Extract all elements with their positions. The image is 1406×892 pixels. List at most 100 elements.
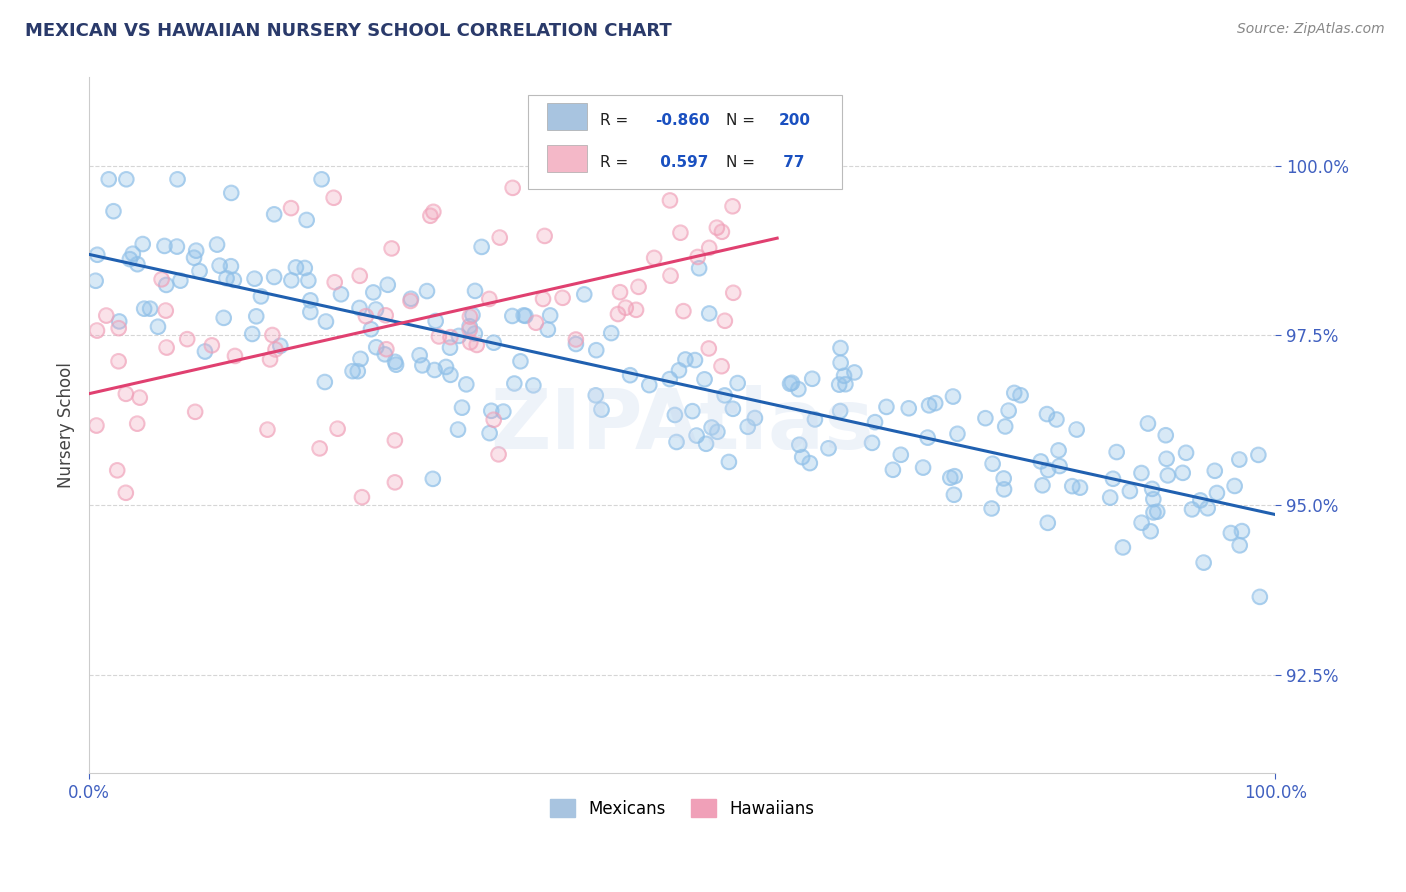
Point — [315, 314, 337, 328]
Point — [666, 153, 689, 168]
Point — [512, 309, 534, 323]
Point — [399, 293, 422, 308]
Point — [139, 301, 162, 316]
Point — [1227, 452, 1250, 467]
Point — [84, 274, 107, 288]
Point — [665, 435, 688, 450]
Point — [515, 309, 537, 323]
Point — [439, 341, 461, 355]
Point — [918, 398, 941, 412]
Point — [744, 411, 766, 425]
Point — [1130, 516, 1153, 530]
Point — [744, 411, 766, 425]
Point — [659, 268, 682, 283]
Point — [262, 328, 284, 343]
Point — [96, 309, 118, 323]
Point — [482, 335, 505, 350]
Point — [222, 273, 245, 287]
Point — [153, 239, 176, 253]
Point — [717, 455, 740, 469]
Point — [322, 191, 344, 205]
Point — [250, 289, 273, 303]
Point — [834, 377, 856, 392]
Point — [408, 348, 430, 362]
Point — [166, 172, 188, 186]
Point — [897, 401, 920, 416]
Point — [727, 376, 749, 390]
Point — [201, 338, 224, 352]
Point — [614, 301, 637, 315]
Point — [308, 442, 330, 456]
Point — [695, 437, 717, 451]
Point — [188, 264, 211, 278]
Point — [1229, 538, 1251, 552]
Point — [326, 422, 349, 436]
Point — [801, 372, 824, 386]
Point — [1031, 478, 1053, 492]
Point — [787, 382, 810, 396]
Point — [574, 287, 596, 301]
Point — [150, 272, 173, 286]
Point — [882, 463, 904, 477]
Point — [533, 228, 555, 243]
Point — [384, 434, 406, 448]
Point — [194, 344, 217, 359]
Point — [713, 388, 735, 402]
Point — [792, 450, 814, 464]
Point — [121, 246, 143, 260]
Point — [1036, 407, 1059, 421]
Point — [240, 326, 263, 341]
Point — [465, 338, 488, 352]
Point — [695, 437, 717, 451]
Point — [96, 309, 118, 323]
Point — [994, 419, 1017, 434]
Point — [1142, 506, 1164, 520]
Point — [1197, 501, 1219, 516]
Point — [263, 207, 285, 221]
Point — [458, 310, 481, 324]
Point — [492, 404, 515, 418]
Text: N =: N = — [725, 155, 755, 169]
Point — [509, 354, 531, 368]
Point — [482, 413, 505, 427]
Point — [422, 472, 444, 486]
Point — [458, 319, 481, 334]
Point — [1227, 452, 1250, 467]
Point — [685, 428, 707, 442]
Point — [533, 228, 555, 243]
Point — [882, 463, 904, 477]
Point — [863, 415, 886, 429]
Point — [280, 273, 302, 287]
Point — [1247, 448, 1270, 462]
Point — [1146, 505, 1168, 519]
Point — [128, 391, 150, 405]
Point — [1047, 443, 1070, 458]
Point — [1192, 556, 1215, 570]
Point — [706, 425, 728, 439]
Point — [683, 353, 706, 368]
Point — [294, 260, 316, 275]
Point — [423, 363, 446, 377]
Point — [1154, 428, 1177, 442]
Point — [155, 303, 177, 318]
Point — [917, 431, 939, 445]
Point — [912, 460, 935, 475]
Point — [375, 342, 398, 356]
Point — [890, 448, 912, 462]
Point — [1049, 458, 1071, 473]
Point — [672, 304, 695, 318]
Point — [349, 268, 371, 283]
Point — [1223, 479, 1246, 493]
Point — [1175, 446, 1198, 460]
Point — [503, 376, 526, 391]
Point — [422, 204, 444, 219]
Point — [697, 342, 720, 356]
Point — [706, 156, 728, 170]
Point — [619, 368, 641, 383]
Point — [297, 273, 319, 287]
Point — [311, 172, 333, 186]
Point — [509, 354, 531, 368]
Point — [201, 338, 224, 352]
Point — [166, 239, 188, 253]
Point — [787, 438, 810, 452]
